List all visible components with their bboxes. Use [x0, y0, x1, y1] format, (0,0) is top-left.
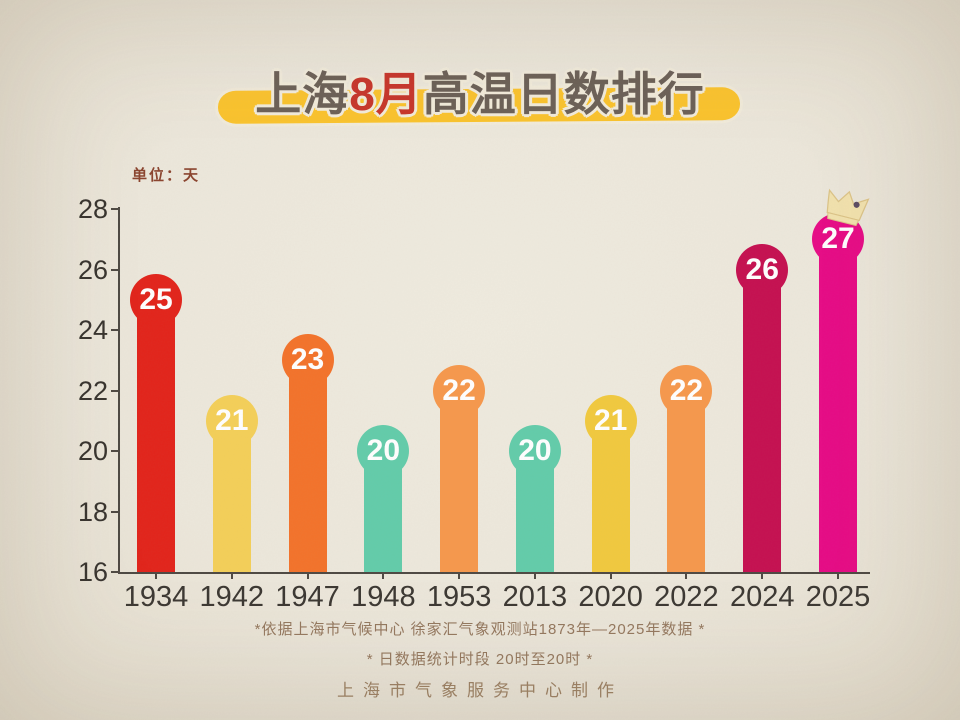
x-tick-mark [306, 574, 309, 579]
y-tick-label: 18 [77, 496, 108, 527]
value-badge-1942: 21 [205, 394, 258, 447]
value-badge-1947: 23 [281, 334, 334, 387]
value-label: 20 [518, 434, 552, 467]
value-label: 26 [745, 252, 779, 286]
value-label: 20 [366, 434, 401, 467]
bar-2022 [667, 407, 706, 574]
value-label: 22 [442, 373, 476, 407]
bar-2020 [591, 437, 630, 574]
y-tick-label: 24 [77, 315, 108, 345]
y-tick-mark [111, 389, 118, 392]
y-tick-mark [111, 571, 118, 573]
value-badge-2024: 26 [736, 243, 789, 296]
bar-2013 [515, 468, 554, 574]
value-label: 25 [139, 282, 173, 316]
bar-1947 [288, 377, 327, 574]
bar-2025 [819, 256, 857, 574]
x-tick-mark [458, 574, 461, 579]
value-badge-1948: 20 [357, 425, 410, 477]
y-tick-mark [111, 329, 118, 331]
value-badge-1953: 22 [433, 364, 486, 417]
value-badge-1934: 25 [130, 273, 182, 326]
x-tick-mark [533, 574, 536, 579]
bar-1934 [137, 316, 175, 574]
bar-1942 [212, 437, 251, 574]
y-tick-label: 22 [77, 375, 108, 406]
x-tick-mark [609, 574, 612, 579]
value-label: 21 [215, 403, 249, 437]
x-tick-mark [230, 574, 233, 579]
footnote-period: * 日数据统计时段 20时至20时 * [366, 651, 594, 668]
y-tick-mark [111, 268, 118, 271]
y-tick-label: 20 [77, 436, 108, 466]
value-label: 21 [593, 403, 628, 437]
y-tick-label: 16 [77, 557, 108, 587]
value-label: 22 [669, 373, 704, 407]
bar-1953 [440, 407, 479, 574]
y-tick-mark [111, 510, 118, 513]
x-tick-mark [837, 574, 839, 579]
value-badge-2022: 22 [660, 364, 713, 417]
x-tick-label-2025: 2025 [805, 581, 871, 613]
x-tick-mark [155, 574, 157, 579]
y-tick-mark [111, 208, 118, 210]
value-badge-2013: 20 [508, 425, 561, 477]
x-tick-mark [685, 574, 688, 579]
value-label: 23 [290, 343, 325, 377]
y-tick-label: 26 [77, 254, 108, 285]
bar-2024 [743, 286, 782, 574]
value-badge-2020: 21 [584, 394, 637, 447]
credit-line: 上海市气象服务中心制作 [337, 681, 623, 700]
x-tick-mark [761, 574, 764, 579]
y-axis-line [118, 207, 120, 574]
y-tick-mark [111, 450, 118, 452]
x-tick-mark [382, 574, 385, 579]
y-tick-label: 28 [77, 194, 108, 224]
bar-1948 [364, 468, 403, 574]
footnote-source: *依据上海市气候中心 徐家汇气象观测站1873年—2025年数据 * [254, 621, 706, 638]
